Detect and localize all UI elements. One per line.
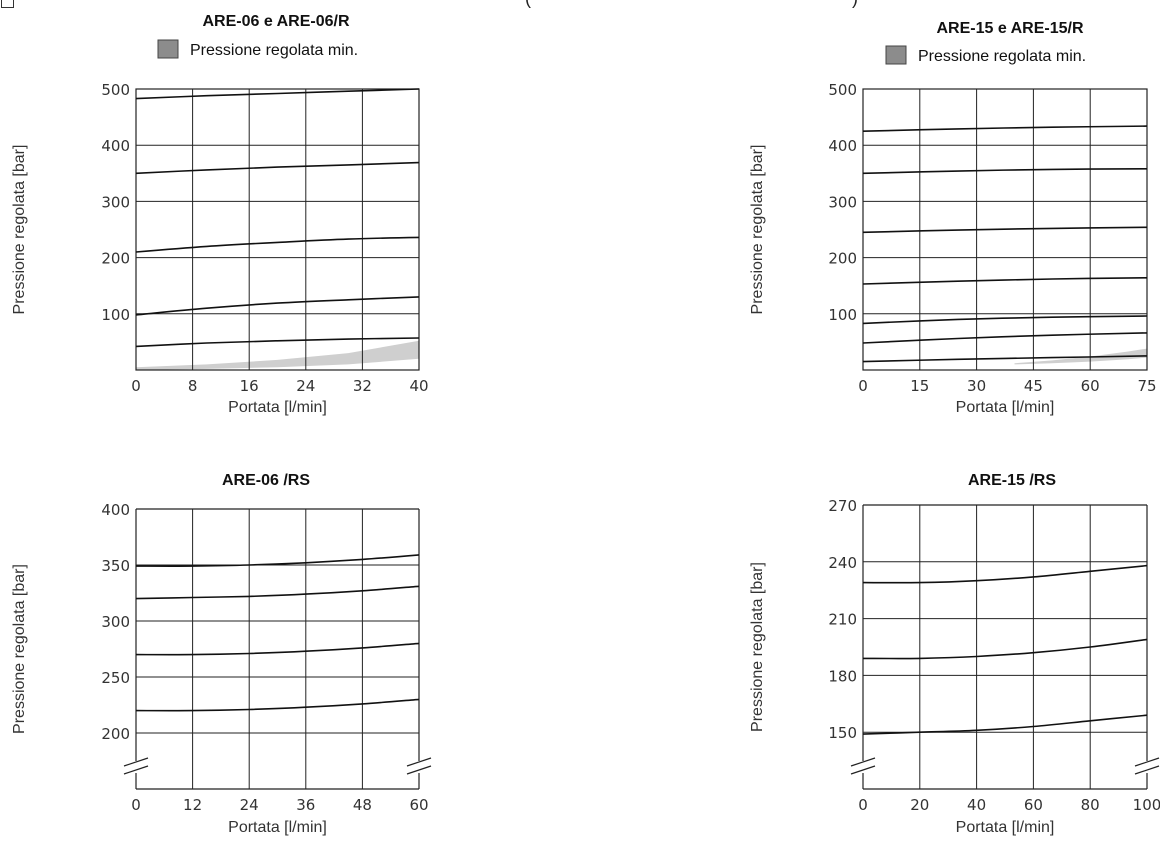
- series-line: [862, 355, 1148, 363]
- series-line: [862, 277, 1148, 285]
- x-tick-label: 8: [188, 377, 198, 395]
- series-line: [135, 698, 420, 712]
- x-tick-label: 24: [240, 796, 259, 814]
- series-line: [862, 564, 1148, 584]
- legend-label: Pressione regolata min.: [190, 42, 358, 59]
- y-axis-label: Pressione regolata [bar]: [11, 564, 28, 734]
- series-line: [862, 315, 1148, 325]
- axis-break-mark: [406, 765, 432, 775]
- x-axis-label: Portata [l/min]: [956, 819, 1055, 836]
- y-axis-label: Pressione regolata [bar]: [11, 145, 28, 315]
- top-paren-right: ): [852, 0, 858, 9]
- axis-break-mark: [850, 757, 876, 767]
- x-tick-label: 40: [409, 377, 428, 395]
- x-tick-label: 0: [858, 377, 868, 395]
- chart-1: ARE-06 e ARE-06/R Pressione regolata min.…: [11, 13, 429, 416]
- series-line: [862, 638, 1148, 660]
- y-tick-label: 200: [101, 725, 130, 743]
- series-line: [135, 296, 420, 316]
- y-tick-label: 300: [101, 193, 130, 211]
- chart-4: ARE-15 /RS 0 20 40 60 80 100 150 180 210 240 270 Por…: [749, 472, 1160, 836]
- y-tick-label: 300: [828, 193, 857, 211]
- x-axis-label: Portata [l/min]: [956, 399, 1055, 416]
- x-tick-label: 15: [910, 377, 929, 395]
- y-tick-label: 210: [828, 611, 857, 629]
- chart-3: ARE-06 /RS 0 12 24 36 48 60 200 250 300 350 400 Port…: [11, 472, 432, 836]
- x-tick-label: 45: [1024, 377, 1043, 395]
- x-tick-label: 75: [1137, 377, 1156, 395]
- axis-break-mark: [850, 765, 876, 775]
- y-tick-label: 200: [101, 250, 130, 268]
- x-tick-label: 30: [967, 377, 986, 395]
- x-tick-label: 20: [910, 796, 929, 814]
- series-line: [135, 585, 420, 600]
- y-tick-label: 400: [101, 501, 130, 519]
- top-paren-left: (: [525, 0, 531, 9]
- y-tick-label: 180: [828, 667, 857, 685]
- x-tick-label: 60: [1024, 796, 1043, 814]
- series-line: [135, 88, 420, 100]
- y-tick-label: 150: [828, 724, 857, 742]
- series-line: [135, 642, 420, 656]
- legend-swatch: [157, 39, 179, 59]
- series-line: [862, 168, 1148, 175]
- chart-title: ARE-06 /RS: [222, 472, 310, 489]
- corner-box: [1, 0, 14, 8]
- x-tick-label: 60: [409, 796, 428, 814]
- plot-frame: [862, 88, 1148, 371]
- axis-break-mark: [406, 757, 432, 767]
- y-tick-label: 400: [101, 137, 130, 155]
- y-tick-label: 270: [828, 497, 857, 515]
- chart-title: ARE-15 /RS: [968, 472, 1056, 489]
- y-tick-label: 200: [828, 250, 857, 268]
- x-tick-label: 24: [296, 377, 315, 395]
- series-line: [135, 337, 420, 348]
- y-tick-label: 400: [828, 137, 857, 155]
- chart-title: ARE-06 e ARE-06/R: [202, 13, 349, 30]
- axis-break-mark: [123, 765, 149, 775]
- x-tick-label: 48: [353, 796, 372, 814]
- series-line: [135, 554, 420, 567]
- plot-frame: [135, 88, 420, 371]
- y-tick-label: 240: [828, 554, 857, 572]
- y-axis-label: Pressione regolata [bar]: [749, 145, 766, 315]
- x-tick-label: 0: [131, 796, 141, 814]
- x-tick-label: 80: [1081, 796, 1100, 814]
- x-tick-label: 16: [240, 377, 259, 395]
- series-line: [862, 125, 1148, 132]
- x-tick-label: 32: [353, 377, 372, 395]
- series-line: [135, 236, 420, 253]
- y-axis-label: Pressione regolata [bar]: [749, 562, 766, 732]
- y-tick-label: 100: [828, 306, 857, 324]
- y-tick-label: 300: [101, 613, 130, 631]
- chart-title: ARE-15 e ARE-15/R: [936, 20, 1083, 37]
- chart-2: ARE-15 e ARE-15/R Pressione regolata min.…: [749, 20, 1157, 416]
- y-tick-label: 250: [101, 669, 130, 687]
- x-tick-label: 40: [967, 796, 986, 814]
- axis-break-mark: [123, 757, 149, 767]
- series-line: [862, 332, 1148, 344]
- x-axis-label: Portata [l/min]: [228, 819, 327, 836]
- legend-label: Pressione regolata min.: [918, 48, 1086, 65]
- x-axis-label: Portata [l/min]: [228, 399, 327, 416]
- x-tick-label: 12: [183, 796, 202, 814]
- y-tick-label: 100: [101, 306, 130, 324]
- y-tick-label: 350: [101, 557, 130, 575]
- x-tick-label: 36: [296, 796, 315, 814]
- series-line: [862, 714, 1148, 735]
- x-tick-label: 0: [131, 377, 141, 395]
- y-tick-label: 500: [828, 81, 857, 99]
- axis-break-mark: [1134, 757, 1160, 767]
- axis-break-mark: [1134, 765, 1160, 775]
- x-tick-label: 100: [1133, 796, 1160, 814]
- series-line: [135, 161, 420, 175]
- legend-swatch: [885, 45, 907, 65]
- x-tick-label: 60: [1081, 377, 1100, 395]
- y-tick-label: 500: [101, 81, 130, 99]
- min-pressure-band: [136, 340, 419, 370]
- x-tick-label: 0: [858, 796, 868, 814]
- series-line: [862, 226, 1148, 234]
